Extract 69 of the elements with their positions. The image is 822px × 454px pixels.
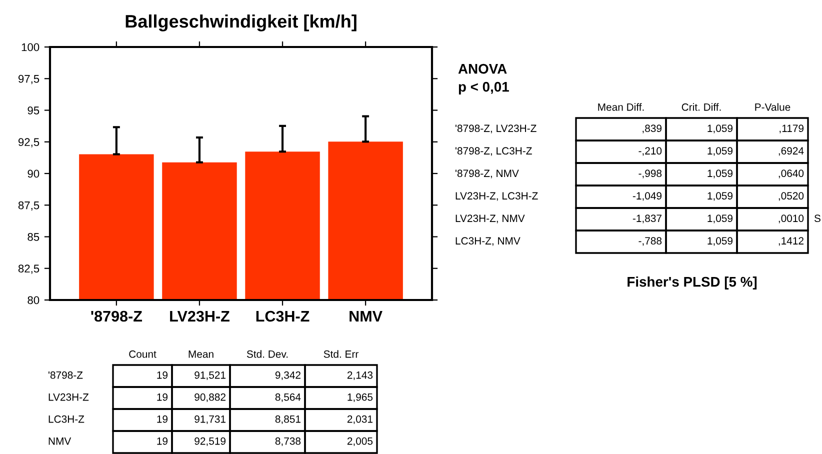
text: -,998	[638, 170, 662, 178]
text: -1,049	[632, 192, 662, 201]
text: 2,143	[347, 371, 373, 380]
y-tick-label: 82,5	[18, 264, 40, 274]
text: 2,031	[347, 415, 372, 424]
text: 91,731	[194, 415, 226, 424]
category-label: Std. Dev.	[246, 350, 288, 358]
text: -,210	[638, 147, 662, 156]
text: p < 0,01	[458, 82, 509, 94]
text: ,0010	[778, 214, 804, 224]
y-tick-label: 85	[28, 233, 40, 241]
category-label: LV23H-Z, LC3H-Z	[456, 192, 538, 201]
text: 92,519	[194, 437, 226, 446]
text: 1,059	[708, 147, 733, 156]
text: -1,837	[632, 214, 662, 224]
text: 2,005	[347, 437, 373, 446]
text: 19	[157, 371, 168, 379]
category-label: '8798-Z, LV23H-Z	[456, 124, 536, 134]
text: 8,851	[275, 415, 300, 424]
category-label: LC3H-Z, NMV	[456, 237, 520, 246]
text: ,6924	[778, 147, 804, 156]
category-label: LV23H-Z, NMV	[456, 214, 525, 224]
text: ,0640	[778, 170, 804, 178]
text: S	[814, 214, 820, 222]
text: 1,059	[708, 192, 733, 201]
y-tick-label: 87,5	[18, 201, 40, 211]
category-label: Mean Diff.	[598, 103, 644, 111]
category-label: Count	[129, 350, 156, 358]
text: 1,965	[348, 393, 373, 402]
text: 1,059	[708, 214, 733, 224]
text: Fisher's PLSD [5 %]	[628, 276, 757, 290]
text: 19	[157, 415, 168, 423]
y-tick-label: 95	[28, 106, 40, 114]
y-tick-label: 90	[28, 170, 40, 178]
text: ,1179	[780, 124, 804, 134]
text: 19	[157, 437, 168, 445]
category-label: LC3H-Z	[48, 415, 84, 423]
text: 19	[157, 393, 168, 401]
y-tick-label: 80	[28, 296, 40, 304]
text: 9,342	[275, 371, 300, 380]
category-label: '8798-Z, NMV	[456, 170, 519, 178]
x-tick-label: LC3H-Z	[256, 310, 310, 322]
text: ANOVA	[458, 64, 507, 74]
text: 1,059	[708, 237, 733, 246]
category-label: Std. Err	[324, 350, 358, 358]
text: -,788	[638, 237, 662, 246]
y-tick-label: 97,5	[18, 74, 40, 84]
text: 90,882	[194, 393, 226, 402]
category-label: P-Value	[755, 103, 790, 111]
text: ,839	[642, 124, 662, 134]
text: 1,059	[708, 124, 733, 134]
category-label: NMV	[48, 438, 72, 445]
category-label: Mean	[188, 350, 214, 358]
category-label: LV23H-Z	[48, 393, 89, 401]
y-tick-label: 100	[22, 43, 40, 52]
text: ,1412	[778, 237, 804, 246]
text: 8,738	[275, 437, 301, 446]
y-tick-label: 92,5	[18, 138, 40, 148]
text: ,0520	[778, 192, 804, 201]
text: 8,564	[275, 393, 301, 402]
category-label: '8798-Z	[48, 371, 83, 379]
x-tick-label: LV23H-Z	[170, 310, 230, 322]
chart-title: Ballgeschwindigkeit [km/h]	[126, 14, 356, 32]
category-label: Crit. Diff.	[682, 103, 721, 111]
text: 1,059	[708, 170, 733, 178]
text: 91,521	[194, 371, 226, 380]
x-tick-label: '8798-Z	[91, 310, 142, 322]
x-tick-label: NMV	[350, 310, 382, 322]
category-label: '8798-Z, LC3H-Z	[456, 147, 532, 156]
